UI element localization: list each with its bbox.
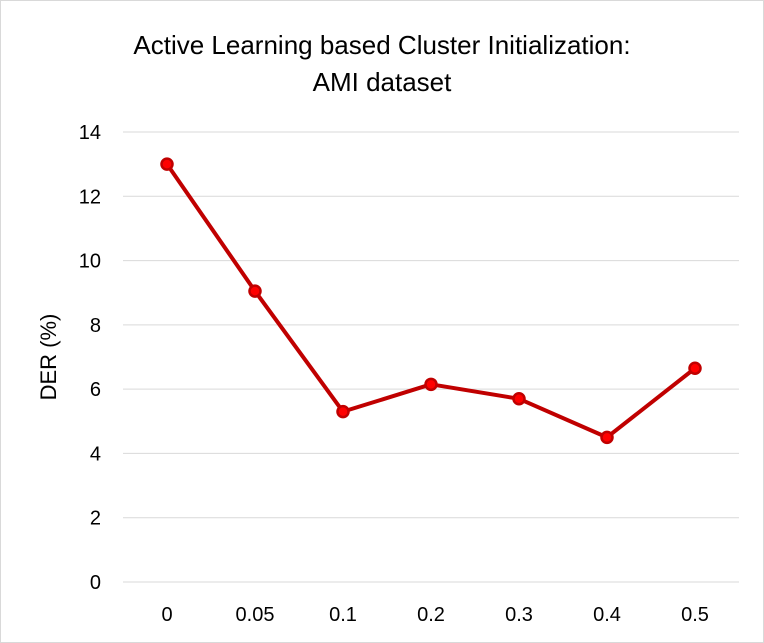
series-line-0 <box>165 162 697 440</box>
data-point <box>248 284 262 298</box>
x-tick-label: 0.1 <box>329 604 357 626</box>
data-point <box>424 377 438 392</box>
y-tick-label: 14 <box>79 122 101 144</box>
chart-title-line-1: Active Learning based Cluster Initializa… <box>133 30 631 60</box>
data-point <box>512 392 526 406</box>
y-axis-title: DER (%) <box>36 314 61 401</box>
x-tick-label: 0.5 <box>681 604 709 626</box>
y-tick-label: 2 <box>90 508 101 530</box>
y-tick-label: 6 <box>90 379 101 401</box>
x-tick-label: 0 <box>161 604 172 626</box>
chart-title: Active Learning based Cluster Initializa… <box>1 27 763 101</box>
x-tick-label: 0.2 <box>417 604 445 626</box>
y-tick-label: 0 <box>90 572 101 594</box>
y-tick-label: 8 <box>90 315 101 337</box>
chart-title-line-2: AMI dataset <box>312 67 452 97</box>
x-tick-label: 0.3 <box>505 604 533 626</box>
x-tick-label: 0.05 <box>236 604 275 626</box>
data-point <box>336 404 350 419</box>
data-point <box>600 430 614 445</box>
x-tick-label: 0.4 <box>593 604 621 626</box>
y-tick-label: 4 <box>90 443 101 465</box>
y-tick-label: 10 <box>79 251 101 273</box>
data-point <box>688 361 702 375</box>
data-point <box>160 157 174 171</box>
y-tick-label: 12 <box>79 186 101 208</box>
